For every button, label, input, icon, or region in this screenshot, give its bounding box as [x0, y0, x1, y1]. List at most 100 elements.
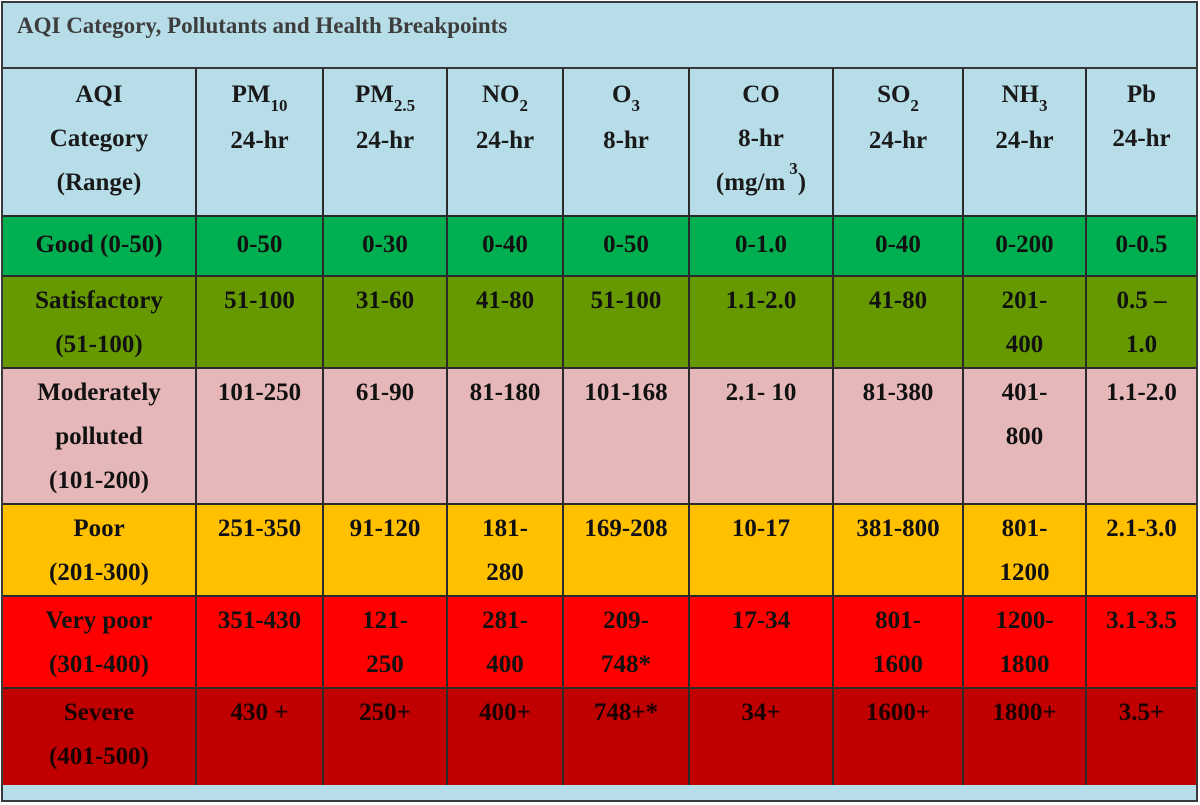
pollutant-name: O [612, 81, 632, 108]
row-poor: Poor (201-300) 251-350 91-120 181- 280 1… [3, 503, 1196, 597]
value-cell-co: 1.1-2.0 [688, 275, 834, 369]
value-cell-co: 17-34 [688, 595, 834, 689]
averaging-period: 24-hr [868, 127, 928, 154]
value-cell-o3: 0-50 [562, 215, 690, 277]
pollutant-name: NO [482, 81, 520, 108]
header-no2: NO2 24-hr [446, 69, 564, 217]
header-pm10: PM10 24-hr [195, 69, 324, 217]
value-cell-nh3: 1800+ [962, 687, 1087, 785]
pollutant-name: NH [1001, 81, 1040, 108]
category-cell: Severe (401-500) [3, 687, 197, 785]
value-cell-no2: 281- 400 [446, 595, 564, 689]
category-range: (301-400) [49, 651, 149, 678]
category-range: (201-300) [49, 559, 149, 586]
value-cell-no2: 400+ [446, 687, 564, 785]
unit-text: (mg/m [715, 169, 786, 196]
value-cell-so2: 41-80 [832, 275, 964, 369]
value-cell-pm10: 101-250 [195, 367, 324, 505]
unit-superscript: 3 [789, 159, 798, 178]
value-cell-pm25: 61-90 [322, 367, 448, 505]
value-cell-pm25: 121- 250 [322, 595, 448, 689]
value-cell-co: 2.1- 10 [688, 367, 834, 505]
value-cell-o3: 169-208 [562, 503, 690, 597]
pollutant-subscript: 3 [631, 96, 640, 115]
category-label-line2: polluted [55, 423, 143, 450]
value-cell-pm25: 31-60 [322, 275, 448, 369]
pollutant-subscript: 2 [910, 96, 919, 115]
category-cell: Good (0-50) [3, 215, 197, 277]
averaging-period: 8-hr [603, 127, 649, 154]
category-label: Moderately [37, 379, 161, 406]
row-moderately-polluted: Moderately polluted (101-200) 101-250 61… [3, 367, 1196, 505]
value-cell-pm10: 430 + [195, 687, 324, 785]
category-cell: Poor (201-300) [3, 503, 197, 597]
averaging-period: 24-hr [1112, 125, 1171, 152]
value-cell-nh3: 401- 800 [962, 367, 1087, 505]
aqi-breakpoints-table: AQI Category (Range) PM10 24-hr PM2.5 24… [3, 69, 1196, 785]
header-pb: Pb 24-hr [1085, 69, 1196, 217]
category-label: Satisfactory [35, 287, 163, 314]
value-cell-no2: 181- 280 [446, 503, 564, 597]
category-cell: Very poor (301-400) [3, 595, 197, 689]
header-co: CO 8-hr (mg/m3) [688, 69, 834, 217]
value-cell-pm10: 0-50 [195, 215, 324, 277]
header-row: AQI Category (Range) PM10 24-hr PM2.5 24… [3, 69, 1196, 217]
header-text: AQI [75, 81, 123, 108]
value-cell-no2: 81-180 [446, 367, 564, 505]
pollutant-subscript: 2.5 [393, 96, 416, 115]
header-pm25: PM2.5 24-hr [322, 69, 448, 217]
averaging-period: 24-hr [475, 127, 535, 154]
value-cell-so2: 381-800 [832, 503, 964, 597]
header-text: (Range) [56, 169, 142, 196]
value-cell-pm10: 351-430 [195, 595, 324, 689]
value-cell-o3: 209- 748* [562, 595, 690, 689]
value-cell-pb: 2.1-3.0 [1085, 503, 1196, 597]
category-label: Severe [63, 699, 135, 726]
value-cell-so2: 0-40 [832, 215, 964, 277]
value-cell-nh3: 1200- 1800 [962, 595, 1087, 689]
value-cell-pm25: 91-120 [322, 503, 448, 597]
table-title: AQI Category, Pollutants and Health Brea… [3, 3, 1196, 69]
header-so2: SO2 24-hr [832, 69, 964, 217]
header-o3: O3 8-hr [562, 69, 690, 217]
pollutant-name: SO [877, 81, 911, 108]
value-cell-so2: 81-380 [832, 367, 964, 505]
value-cell-no2: 0-40 [446, 215, 564, 277]
value-cell-so2: 801- 1600 [832, 595, 964, 689]
header-aqi-category: AQI Category (Range) [3, 69, 197, 217]
category-cell: Satisfactory (51-100) [3, 275, 197, 369]
value-cell-pb: 0-0.5 [1085, 215, 1196, 277]
value-cell-o3: 101-168 [562, 367, 690, 505]
header-nh3: NH3 24-hr [962, 69, 1087, 217]
value-cell-pm10: 51-100 [195, 275, 324, 369]
row-good: Good (0-50) 0-50 0-30 0-40 0-50 0-1.0 0-… [3, 215, 1196, 277]
value-cell-so2: 1600+ [832, 687, 964, 785]
pollutant-name: PM [231, 81, 271, 108]
value-cell-co: 10-17 [688, 503, 834, 597]
value-cell-no2: 41-80 [446, 275, 564, 369]
category-range: (51-100) [55, 331, 143, 358]
averaging-period: 24-hr [355, 127, 415, 154]
value-cell-pm25: 0-30 [322, 215, 448, 277]
value-cell-pb: 3.1-3.5 [1085, 595, 1196, 689]
value-cell-nh3: 801- 1200 [962, 503, 1087, 597]
category-label: Poor [73, 515, 125, 542]
category-range: (401-500) [49, 743, 149, 770]
pollutant-subscript: 10 [270, 96, 288, 115]
value-cell-o3: 748+* [562, 687, 690, 785]
value-cell-nh3: 0-200 [962, 215, 1087, 277]
category-cell: Moderately polluted (101-200) [3, 367, 197, 505]
value-cell-pb: 3.5+ [1085, 687, 1196, 785]
category-range: (101-200) [49, 467, 149, 494]
row-very-poor: Very poor (301-400) 351-430 121- 250 281… [3, 595, 1196, 689]
value-cell-pb: 0.5 – 1.0 [1085, 275, 1196, 369]
unit-close: ) [797, 169, 807, 196]
category-label: Very poor [45, 607, 153, 634]
header-text: Category [49, 125, 149, 152]
value-cell-pb: 1.1-2.0 [1085, 367, 1196, 505]
pollutant-name: CO [742, 81, 780, 108]
value-cell-nh3: 201- 400 [962, 275, 1087, 369]
pollutant-name: PM [354, 81, 394, 108]
value-cell-co: 0-1.0 [688, 215, 834, 277]
category-label: Good (0-50) [35, 231, 163, 258]
